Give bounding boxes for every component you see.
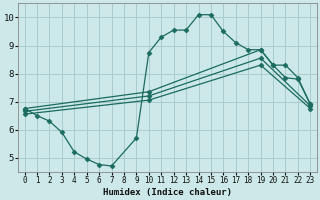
X-axis label: Humidex (Indice chaleur): Humidex (Indice chaleur) [103, 188, 232, 197]
